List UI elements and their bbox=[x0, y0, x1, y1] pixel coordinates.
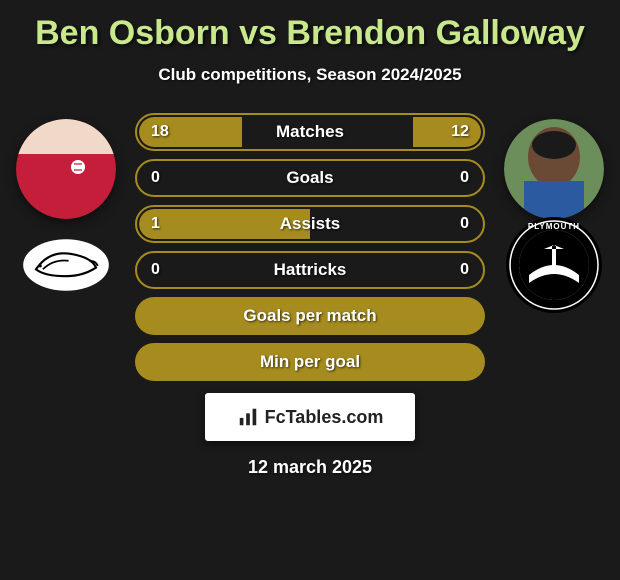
stat-row-assists: 1 Assists 0 bbox=[135, 205, 485, 243]
left-column bbox=[11, 113, 121, 295]
stats-column: 18 Matches 12 0 Goals 0 1 Assists 0 0 Ha… bbox=[135, 113, 485, 381]
stat-value-right: 0 bbox=[460, 215, 469, 233]
stat-value-right: 0 bbox=[460, 169, 469, 187]
chart-icon bbox=[237, 406, 259, 428]
subtitle: Club competitions, Season 2024/2025 bbox=[0, 65, 620, 85]
brand-text: FcTables.com bbox=[265, 407, 384, 428]
stat-row-goals-per-match: Goals per match bbox=[135, 297, 485, 335]
right-column: PLYMOUTH bbox=[499, 113, 609, 295]
stat-label: Matches bbox=[276, 122, 344, 142]
left-player-avatar bbox=[16, 119, 116, 219]
stat-value-right: 0 bbox=[460, 261, 469, 279]
stat-row-hattricks: 0 Hattricks 0 bbox=[135, 251, 485, 289]
page-title: Ben Osborn vs Brendon Galloway bbox=[0, 14, 620, 53]
stat-value-left: 0 bbox=[151, 169, 160, 187]
stat-row-matches: 18 Matches 12 bbox=[135, 113, 485, 151]
stat-value-right: 12 bbox=[451, 123, 469, 141]
stat-label: Min per goal bbox=[260, 352, 360, 372]
bar-right bbox=[413, 117, 481, 147]
stat-label: Assists bbox=[280, 214, 340, 234]
stat-row-goals: 0 Goals 0 bbox=[135, 159, 485, 197]
stat-value-left: 1 bbox=[151, 215, 160, 233]
body: 18 Matches 12 0 Goals 0 1 Assists 0 0 Ha… bbox=[0, 113, 620, 381]
left-club-crest bbox=[16, 235, 116, 295]
stat-row-min-per-goal: Min per goal bbox=[135, 343, 485, 381]
stat-label: Goals per match bbox=[243, 306, 376, 326]
svg-text:PLYMOUTH: PLYMOUTH bbox=[528, 222, 580, 231]
comparison-card: Ben Osborn vs Brendon Galloway Club comp… bbox=[0, 0, 620, 488]
stat-label: Hattricks bbox=[274, 260, 347, 280]
right-player-avatar bbox=[504, 119, 604, 219]
brand-logo[interactable]: FcTables.com bbox=[205, 393, 415, 441]
stat-value-left: 0 bbox=[151, 261, 160, 279]
right-club-crest: PLYMOUTH bbox=[504, 235, 604, 295]
stat-value-left: 18 bbox=[151, 123, 169, 141]
date: 12 march 2025 bbox=[0, 457, 620, 478]
stat-label: Goals bbox=[286, 168, 333, 188]
